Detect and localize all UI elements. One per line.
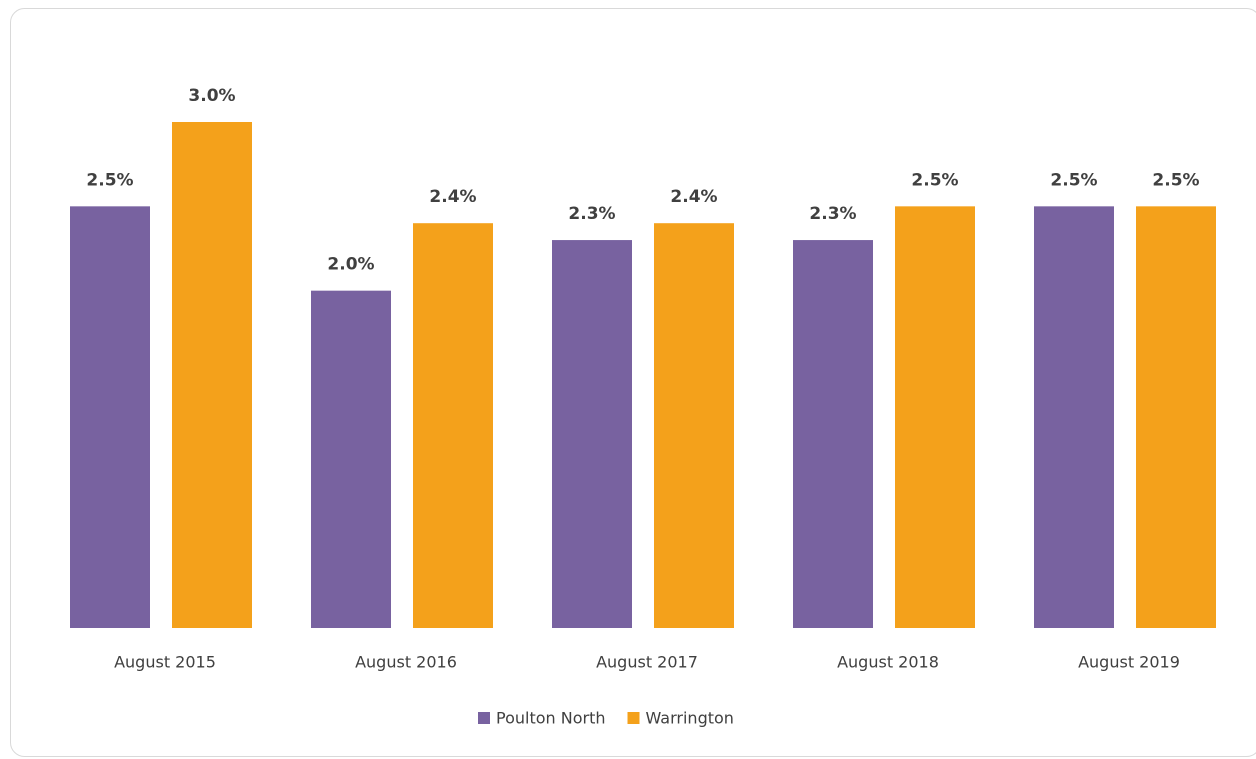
x-tick-label: August 2018	[837, 653, 939, 672]
x-tick-label: August 2015	[114, 653, 216, 672]
x-tick-label: August 2016	[355, 653, 457, 672]
bar	[70, 206, 150, 629]
bar	[552, 240, 632, 629]
bar	[1034, 206, 1114, 629]
legend-swatch	[478, 712, 490, 724]
data-label: 2.3%	[568, 204, 615, 224]
legend-swatch	[627, 712, 640, 724]
bar	[895, 206, 975, 629]
legend-label: Warrington	[646, 709, 734, 728]
bar	[311, 290, 391, 628]
data-label: 3.0%	[188, 86, 235, 106]
x-tick-label: August 2017	[596, 653, 698, 672]
x-tick-label: August 2019	[1078, 653, 1180, 672]
data-label: 2.5%	[1050, 170, 1097, 190]
bar	[413, 223, 493, 628]
data-label: 2.4%	[670, 187, 717, 207]
bar	[654, 223, 734, 628]
data-label: 2.5%	[86, 170, 133, 190]
data-label: 2.0%	[327, 255, 374, 275]
bar	[172, 122, 252, 628]
data-label: 2.3%	[809, 204, 856, 224]
data-label: 2.4%	[429, 187, 476, 207]
data-label: 2.5%	[1152, 170, 1199, 190]
legend-label: Poulton North	[496, 709, 606, 728]
bar	[1136, 206, 1216, 629]
bar	[793, 240, 873, 629]
data-label: 2.5%	[911, 170, 958, 190]
